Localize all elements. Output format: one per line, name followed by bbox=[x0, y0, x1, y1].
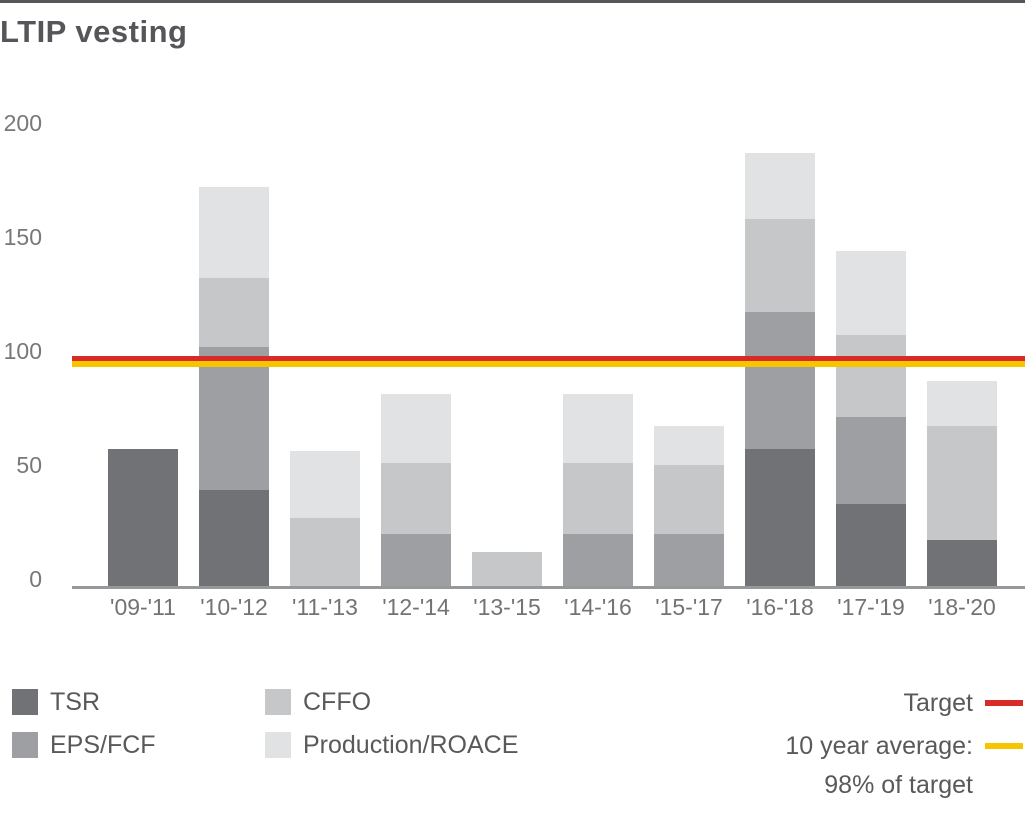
bar-segment-production-roace-4 bbox=[381, 394, 451, 463]
bar-segment-cffo-10 bbox=[927, 426, 997, 541]
bar-segment-production-roace-6 bbox=[563, 394, 633, 463]
y-tick-label: 100 bbox=[3, 338, 42, 364]
legend-label: Production/ROACE bbox=[303, 731, 519, 759]
legend-swatch bbox=[12, 732, 38, 758]
bar-segment-cffo-8 bbox=[745, 218, 815, 313]
legend-average-label-line1: 10 year average: bbox=[785, 732, 973, 760]
bar-segment-production-roace-2 bbox=[199, 187, 269, 279]
legend-average-label-line2: 98% of target bbox=[824, 771, 973, 799]
bar-segment-production-roace-7 bbox=[654, 426, 724, 466]
x-tick-label: '11-'13 bbox=[292, 594, 358, 620]
top-border-rule bbox=[0, 0, 1025, 3]
legend-label: CFFO bbox=[303, 688, 372, 716]
legend-swatch bbox=[12, 689, 38, 715]
x-axis-line bbox=[72, 586, 1025, 589]
y-tick-label: 0 bbox=[29, 566, 42, 592]
bar-segment-eps-fcf-8 bbox=[745, 312, 815, 450]
legend-label: TSR bbox=[50, 688, 100, 716]
bar-segment-tsr-2 bbox=[199, 490, 269, 586]
x-tick-label: '14-'16 bbox=[564, 594, 632, 620]
chart-title: LTIP vesting bbox=[0, 14, 188, 49]
bar-segment-eps-fcf-7 bbox=[654, 533, 724, 586]
bar-segment-production-roace-9 bbox=[836, 250, 906, 336]
target-line-swatch bbox=[985, 700, 1023, 706]
x-tick-label: '13-'15 bbox=[473, 594, 541, 620]
bar-segment-production-roace-8 bbox=[745, 152, 815, 219]
bar-segment-cffo-4 bbox=[381, 462, 451, 534]
bar-segment-cffo-9 bbox=[836, 335, 906, 418]
bar-segment-production-roace-3 bbox=[290, 451, 360, 518]
bar-segment-cffo-3 bbox=[290, 517, 360, 586]
legend-target-label: Target bbox=[903, 689, 973, 717]
target-line bbox=[72, 355, 1025, 361]
y-tick-label: 150 bbox=[3, 224, 42, 250]
x-tick-label: '09-'11 bbox=[110, 594, 176, 620]
x-tick-label: '15-'17 bbox=[655, 594, 723, 620]
bar-segment-cffo-2 bbox=[199, 278, 269, 347]
bar-segment-tsr-10 bbox=[927, 540, 997, 586]
y-tick-label: 50 bbox=[16, 452, 42, 478]
x-tick-label: '12-'14 bbox=[382, 594, 450, 620]
bar-segment-tsr-1 bbox=[108, 449, 178, 586]
x-tick-label: '10-'12 bbox=[200, 594, 268, 620]
bar-segment-production-roace-10 bbox=[927, 380, 997, 427]
bar-segment-eps-fcf-4 bbox=[381, 533, 451, 586]
bar-segment-tsr-8 bbox=[745, 449, 815, 586]
bar-segment-cffo-5 bbox=[472, 551, 542, 586]
legend-label: EPS/FCF bbox=[50, 731, 156, 759]
bar-segment-cffo-7 bbox=[654, 465, 724, 534]
average-line-swatch bbox=[985, 743, 1023, 749]
legend-swatch bbox=[265, 689, 291, 715]
bar-segment-tsr-9 bbox=[836, 503, 906, 586]
x-tick-label: '18-'20 bbox=[928, 594, 996, 620]
legend-swatch bbox=[265, 732, 291, 758]
bar-segment-eps-fcf-9 bbox=[836, 417, 906, 504]
average-line bbox=[72, 361, 1025, 367]
bar-segment-eps-fcf-6 bbox=[563, 533, 633, 586]
x-tick-label: '17-'19 bbox=[837, 594, 905, 620]
bar-segment-cffo-6 bbox=[563, 462, 633, 534]
x-tick-label: '16-'18 bbox=[746, 594, 814, 620]
bar-segment-eps-fcf-2 bbox=[199, 346, 269, 491]
y-tick-label: 200 bbox=[3, 110, 42, 136]
